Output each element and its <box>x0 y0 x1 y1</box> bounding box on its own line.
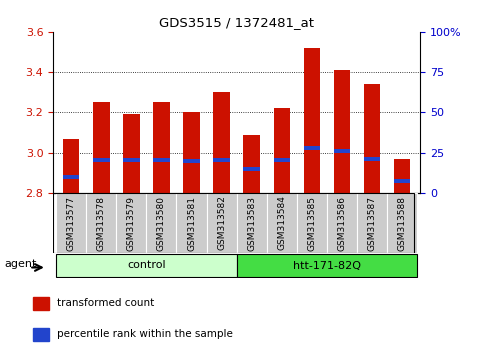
Bar <box>243 167 260 171</box>
Bar <box>327 193 357 253</box>
Bar <box>304 48 320 193</box>
Bar <box>56 193 86 253</box>
Text: GSM313582: GSM313582 <box>217 195 226 251</box>
Bar <box>123 158 140 162</box>
Text: GSM313583: GSM313583 <box>247 195 256 251</box>
Text: GSM313584: GSM313584 <box>277 195 286 251</box>
Bar <box>273 108 290 193</box>
Bar <box>123 114 140 193</box>
Bar <box>183 159 200 163</box>
Bar <box>176 193 207 253</box>
Bar <box>93 158 110 162</box>
Text: percentile rank within the sample: percentile rank within the sample <box>57 329 233 339</box>
Text: GSM313587: GSM313587 <box>368 195 377 251</box>
Bar <box>153 102 170 193</box>
Bar <box>183 113 200 193</box>
Text: GSM313588: GSM313588 <box>398 195 407 251</box>
Bar <box>394 179 411 183</box>
Bar <box>63 138 80 193</box>
Bar <box>207 193 237 253</box>
Text: GSM313585: GSM313585 <box>307 195 316 251</box>
Text: GSM313586: GSM313586 <box>338 195 346 251</box>
Bar <box>334 70 350 193</box>
Bar <box>86 193 116 253</box>
Bar <box>213 158 230 162</box>
Bar <box>357 193 387 253</box>
Bar <box>237 253 417 278</box>
Bar <box>334 149 350 153</box>
Bar <box>146 193 176 253</box>
Text: control: control <box>127 261 166 270</box>
Title: GDS3515 / 1372481_at: GDS3515 / 1372481_at <box>159 16 314 29</box>
Bar <box>33 297 48 310</box>
Bar <box>213 92 230 193</box>
Bar <box>153 158 170 162</box>
Bar <box>56 253 237 278</box>
Bar <box>116 193 146 253</box>
Bar <box>273 158 290 162</box>
Bar <box>364 157 380 161</box>
Bar <box>33 327 48 341</box>
Text: GSM313578: GSM313578 <box>97 195 106 251</box>
Text: GSM313577: GSM313577 <box>67 195 76 251</box>
Text: agent: agent <box>4 258 37 269</box>
Bar <box>387 193 417 253</box>
Bar <box>297 193 327 253</box>
Text: GSM313581: GSM313581 <box>187 195 196 251</box>
Bar <box>394 159 411 193</box>
Bar <box>63 175 80 179</box>
Text: htt-171-82Q: htt-171-82Q <box>293 261 361 270</box>
Bar <box>93 102 110 193</box>
Bar <box>267 193 297 253</box>
Bar <box>364 84 380 193</box>
Bar <box>243 135 260 193</box>
Text: GSM313579: GSM313579 <box>127 195 136 251</box>
Text: transformed count: transformed count <box>57 298 155 308</box>
Bar <box>237 193 267 253</box>
Text: GSM313580: GSM313580 <box>157 195 166 251</box>
Bar <box>304 145 320 150</box>
